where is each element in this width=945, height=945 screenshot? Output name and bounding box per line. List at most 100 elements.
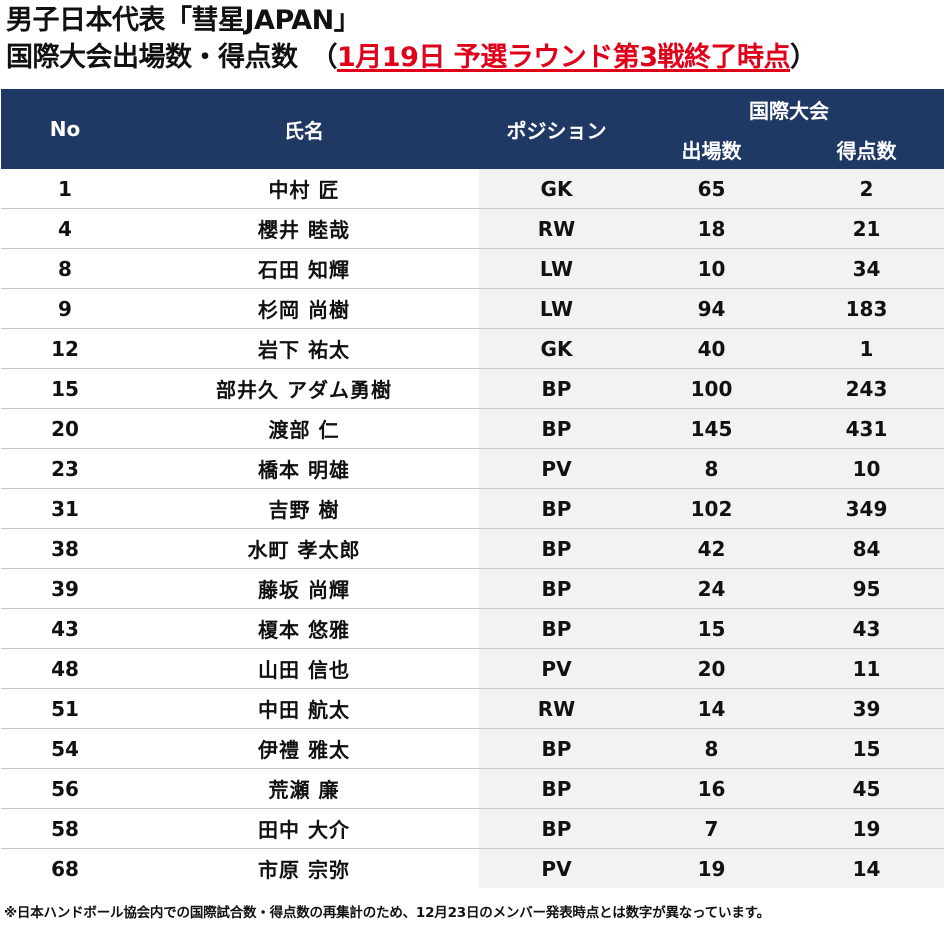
player-name: 田中 大介 [129,808,479,849]
player-caps: 18 [634,208,789,249]
player-number: 15 [1,368,129,409]
player-position: GK [479,169,634,209]
player-caps: 40 [634,328,789,369]
player-goals: 39 [789,688,944,729]
title-date-highlight: 1月19日 予選ラウンド第3戦終了時点 [337,42,791,73]
player-name: 石田 知輝 [129,248,479,289]
table-row: 20 渡部 仁 BP 145 431 [1,408,944,449]
player-goals: 15 [789,728,944,769]
player-goals: 14 [789,848,944,888]
player-number: 20 [1,408,129,449]
player-goals: 349 [789,488,944,529]
player-goals: 183 [789,288,944,329]
player-number: 23 [1,448,129,489]
table-row: 38 水町 孝太郎 BP 42 84 [1,528,944,569]
table-row: 23 橋本 明雄 PV 8 10 [1,448,944,489]
player-goals: 43 [789,608,944,649]
player-position: LW [479,248,634,289]
player-position: RW [479,208,634,249]
player-position: GK [479,328,634,369]
player-number: 9 [1,288,129,329]
player-name: 榎本 悠雅 [129,608,479,649]
header-row-top: No 氏名 ポジション 国際大会 [1,89,944,169]
player-goals: 34 [789,248,944,289]
player-name: 市原 宗弥 [129,848,479,888]
header-name: 氏名 [129,89,479,169]
player-position: PV [479,448,634,489]
table-row: 51 中田 航太 RW 14 39 [1,688,944,729]
header-row-bottom: 出場数 得点数 [1,129,944,169]
player-name: 岩下 祐太 [129,328,479,369]
header-no: No [1,89,129,169]
player-number: 58 [1,808,129,849]
header-position: ポジション [479,89,634,169]
table-row: 48 山田 信也 PV 20 11 [1,648,944,689]
player-goals: 84 [789,528,944,569]
player-goals: 95 [789,568,944,609]
player-position: BP [479,408,634,449]
player-goals: 45 [789,768,944,809]
table-row: 58 田中 大介 BP 7 19 [1,808,944,849]
table-row: 31 吉野 樹 BP 102 349 [1,488,944,529]
table-row: 4 櫻井 睦哉 RW 18 21 [1,208,944,249]
table-row: 68 市原 宗弥 PV 19 14 [1,848,944,888]
player-position: BP [479,528,634,569]
player-number: 51 [1,688,129,729]
player-name: 吉野 樹 [129,488,479,529]
player-caps: 24 [634,568,789,609]
player-goals: 21 [789,208,944,249]
player-caps: 14 [634,688,789,729]
player-goals: 243 [789,368,944,409]
player-number: 38 [1,528,129,569]
player-position: PV [479,848,634,888]
player-name: 藤坂 尚輝 [129,568,479,609]
player-number: 56 [1,768,129,809]
player-number: 8 [1,248,129,289]
title-line-2: 国際大会出場数・得点数 （1月19日 予選ラウンド第3戦終了時点） [6,39,941,76]
player-name: 荒瀬 廉 [129,768,479,809]
player-number: 54 [1,728,129,769]
player-caps: 16 [634,768,789,809]
player-name: 中田 航太 [129,688,479,729]
player-number: 39 [1,568,129,609]
player-name: 水町 孝太郎 [129,528,479,569]
player-goals: 431 [789,408,944,449]
player-caps: 8 [634,448,789,489]
player-position: BP [479,488,634,529]
player-goals: 2 [789,169,944,209]
title-line-2-suffix: ） [790,42,817,73]
player-number: 43 [1,608,129,649]
player-goals: 10 [789,448,944,489]
header-goals: 得点数 [789,129,944,169]
player-caps: 10 [634,248,789,289]
player-position: LW [479,288,634,329]
player-name: 杉岡 尚樹 [129,288,479,329]
player-number: 12 [1,328,129,369]
player-number: 48 [1,648,129,689]
player-caps: 15 [634,608,789,649]
table-row: 9 杉岡 尚樹 LW 94 183 [1,288,944,329]
player-number: 4 [1,208,129,249]
player-goals: 19 [789,808,944,849]
player-goals: 11 [789,648,944,689]
table-row: 12 岩下 祐太 GK 40 1 [1,328,944,369]
table-row: 54 伊禮 雅太 BP 8 15 [1,728,944,769]
player-name: 伊禮 雅太 [129,728,479,769]
roster-table: No 氏名 ポジション 国際大会 出場数 得点数 1 中村 匠 GK 65 2 4 櫻井 睦… [1,89,944,888]
player-position: BP [479,728,634,769]
player-name: 山田 信也 [129,648,479,689]
player-caps: 20 [634,648,789,689]
player-number: 68 [1,848,129,888]
player-name: 櫻井 睦哉 [129,208,479,249]
player-name: 橋本 明雄 [129,448,479,489]
table-row: 43 榎本 悠雅 BP 15 43 [1,608,944,649]
player-caps: 100 [634,368,789,409]
player-caps: 19 [634,848,789,888]
player-caps: 8 [634,728,789,769]
title-block: 男子日本代表「彗星JAPAN」 国際大会出場数・得点数 （1月19日 予選ラウン… [6,2,941,76]
player-number: 31 [1,488,129,529]
table-row: 15 部井久 アダム勇樹 BP 100 243 [1,368,944,409]
player-caps: 102 [634,488,789,529]
header-international-group: 国際大会 [634,89,944,129]
player-position: BP [479,608,634,649]
